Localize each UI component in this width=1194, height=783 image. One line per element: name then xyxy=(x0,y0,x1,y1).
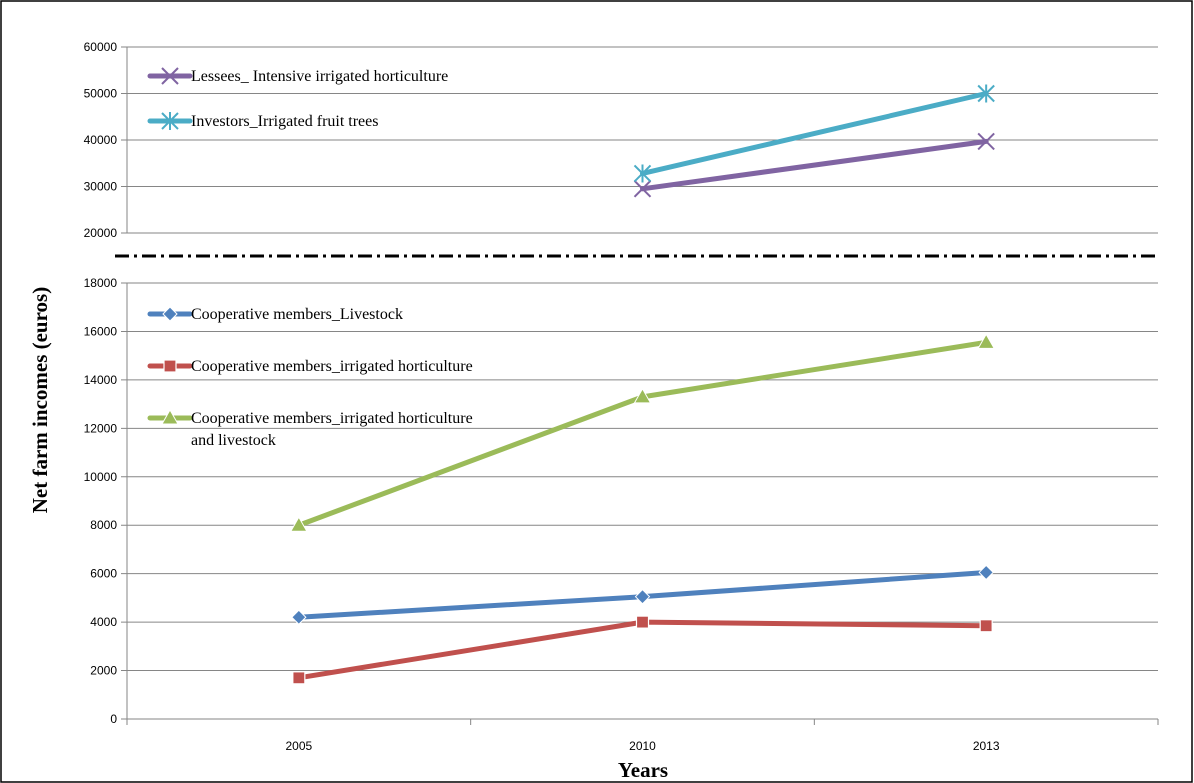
triangle-marker xyxy=(289,516,308,532)
square-marker xyxy=(292,671,306,685)
legend-label: Cooperative members_Livestock xyxy=(191,306,403,323)
y-tick-label: 4000 xyxy=(90,615,117,629)
y-tick-label: 10000 xyxy=(84,470,118,484)
y-tick-label: 14000 xyxy=(84,373,118,387)
series-star xyxy=(633,84,995,183)
legend-label: Lessees_ Intensive irrigated horticultur… xyxy=(191,68,448,85)
series-layer xyxy=(289,84,996,685)
tick-labels: 20000 30000 40000 50000 60000 0 2000 4000 6000 80… xyxy=(84,40,1000,753)
x-marker-stroke xyxy=(161,67,179,85)
x-tick-label: 2013 xyxy=(973,739,1000,753)
star-marker xyxy=(633,164,652,183)
legend-item: Lessees_ Intensive irrigated horticultur… xyxy=(147,67,448,85)
y-tick-label: 0 xyxy=(110,712,117,726)
y-tick-label: 8000 xyxy=(90,518,117,532)
legend-item: Cooperative members_Livestock xyxy=(147,306,403,323)
legend-item: Investors_Irrigated fruit trees xyxy=(147,112,378,130)
legend-item: Cooperative members_irrigated horticultu… xyxy=(147,358,473,375)
y-tick-label: 50000 xyxy=(84,87,118,101)
legend-label: Cooperative members_irrigated horticultu… xyxy=(191,410,473,427)
series-line xyxy=(640,138,989,192)
lower-legend: Cooperative members_Livestock Cooperative… xyxy=(147,306,473,449)
x-marker-stroke xyxy=(977,132,995,151)
y-tick-label: 20000 xyxy=(84,226,118,240)
series-x xyxy=(633,132,995,198)
x-marker-stroke xyxy=(633,180,652,198)
series-square xyxy=(292,615,993,685)
y-tick-label: 2000 xyxy=(90,664,117,678)
triangle-marker xyxy=(633,387,652,404)
legend-label: Investors_Irrigated fruit trees xyxy=(191,113,378,130)
x-marker xyxy=(161,67,179,85)
x-axis-title: Years xyxy=(618,758,668,782)
x-tick-label: 2010 xyxy=(629,739,656,753)
y-tick-label: 60000 xyxy=(84,40,118,54)
square-marker xyxy=(163,359,177,373)
series-line xyxy=(640,91,989,176)
triangle-marker xyxy=(161,408,179,425)
diamond-marker xyxy=(162,306,178,322)
upper-legend: Lessees_ Intensive irrigated horticultur… xyxy=(147,67,448,130)
y-axis-title: Net farm incomes (euros) xyxy=(28,287,52,513)
y-tick-label: 30000 xyxy=(84,180,118,194)
y-tick-label: 18000 xyxy=(84,276,118,290)
diamond-marker xyxy=(978,564,994,581)
square-marker xyxy=(979,619,993,633)
diamond-marker xyxy=(291,609,307,625)
square-marker xyxy=(635,615,650,629)
y-tick-label: 16000 xyxy=(84,324,118,338)
y-tick-label: 12000 xyxy=(84,421,118,435)
series-diamond xyxy=(291,564,994,625)
star-marker xyxy=(161,112,179,130)
x-tick-label: 2005 xyxy=(285,739,312,753)
x-marker xyxy=(977,132,995,151)
series-triangle xyxy=(289,333,996,532)
x-marker xyxy=(633,180,652,198)
legend-label: Cooperative members_irrigated horticultu… xyxy=(191,358,473,375)
diamond-marker xyxy=(634,588,651,605)
star-marker xyxy=(977,84,995,103)
y-tick-label: 40000 xyxy=(84,133,118,147)
triangle-marker xyxy=(977,333,996,349)
legend-label-line2: and livestock xyxy=(191,432,276,449)
legend-item: Cooperative members_irrigated horticultu… xyxy=(147,408,473,449)
y-tick-label: 6000 xyxy=(90,567,117,581)
axes xyxy=(126,47,1159,725)
